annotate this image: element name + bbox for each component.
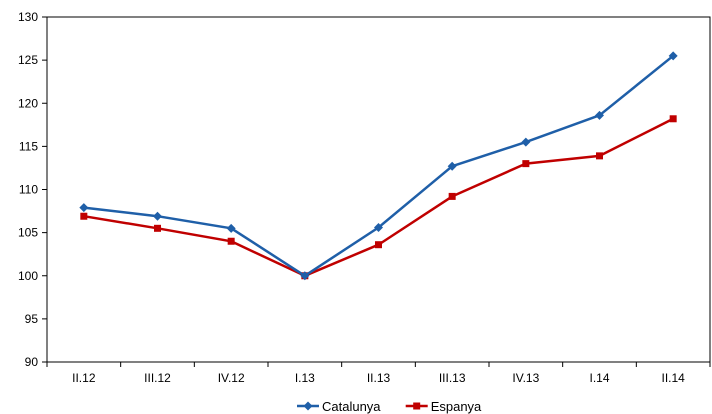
data-point <box>300 271 310 281</box>
data-point <box>226 223 236 233</box>
y-tick-label: 95 <box>25 312 39 326</box>
data-point <box>669 115 677 123</box>
y-tick-label: 115 <box>19 139 38 153</box>
series-espanya <box>80 115 677 280</box>
series-catalunya <box>79 51 678 281</box>
data-point <box>374 222 383 232</box>
x-tick-label: II.14 <box>661 371 685 385</box>
series-line <box>83 117 674 278</box>
legend-item-catalunya: Catalunya <box>297 399 381 414</box>
data-point <box>153 211 162 221</box>
data-point <box>447 161 457 171</box>
x-tick-label: IV.12 <box>218 371 245 385</box>
data-point <box>227 237 235 245</box>
data-point <box>668 51 678 61</box>
data-point <box>521 137 531 147</box>
data-point <box>448 192 456 200</box>
legend: Catalunya Espanya <box>297 399 482 414</box>
data-point <box>154 224 161 232</box>
legend-marker <box>303 401 313 411</box>
x-tick-label: II.12 <box>72 371 96 385</box>
y-tick-label: 120 <box>18 96 38 110</box>
plot-area-frame <box>46 16 711 363</box>
legend-marker <box>413 402 421 410</box>
x-tick-label: I.14 <box>589 371 609 385</box>
x-tick-label: III.13 <box>439 371 466 385</box>
x-tick-label: III.12 <box>144 371 171 385</box>
y-tick-label: 125 <box>18 53 38 67</box>
y-axis-ticks: 90 95 100 105 110 115 120 125 130 <box>18 10 47 369</box>
legend-label: Espanya <box>431 399 482 414</box>
legend-label: Catalunya <box>322 399 381 414</box>
y-tick-label: 105 <box>18 226 38 240</box>
axes <box>46 16 711 363</box>
x-axis-ticks: II.12 III.12 IV.12 I.13 II.13 III.13 IV.13 I.14… <box>46 362 711 385</box>
y-tick-label: 110 <box>19 183 38 197</box>
data-point <box>79 203 89 213</box>
data-point <box>375 241 382 249</box>
x-tick-label: IV.13 <box>512 371 539 385</box>
data-point <box>522 160 530 168</box>
y-tick-label: 90 <box>25 355 39 369</box>
x-tick-label: I.13 <box>295 371 315 385</box>
data-point <box>80 212 88 220</box>
data-point <box>596 152 603 160</box>
legend-item-espanya: Espanya <box>405 399 482 414</box>
y-tick-label: 100 <box>18 269 38 283</box>
x-tick-label: II.13 <box>367 371 391 385</box>
y-tick-label: 130 <box>18 10 38 24</box>
series-layer <box>79 51 678 281</box>
data-point <box>595 110 604 120</box>
